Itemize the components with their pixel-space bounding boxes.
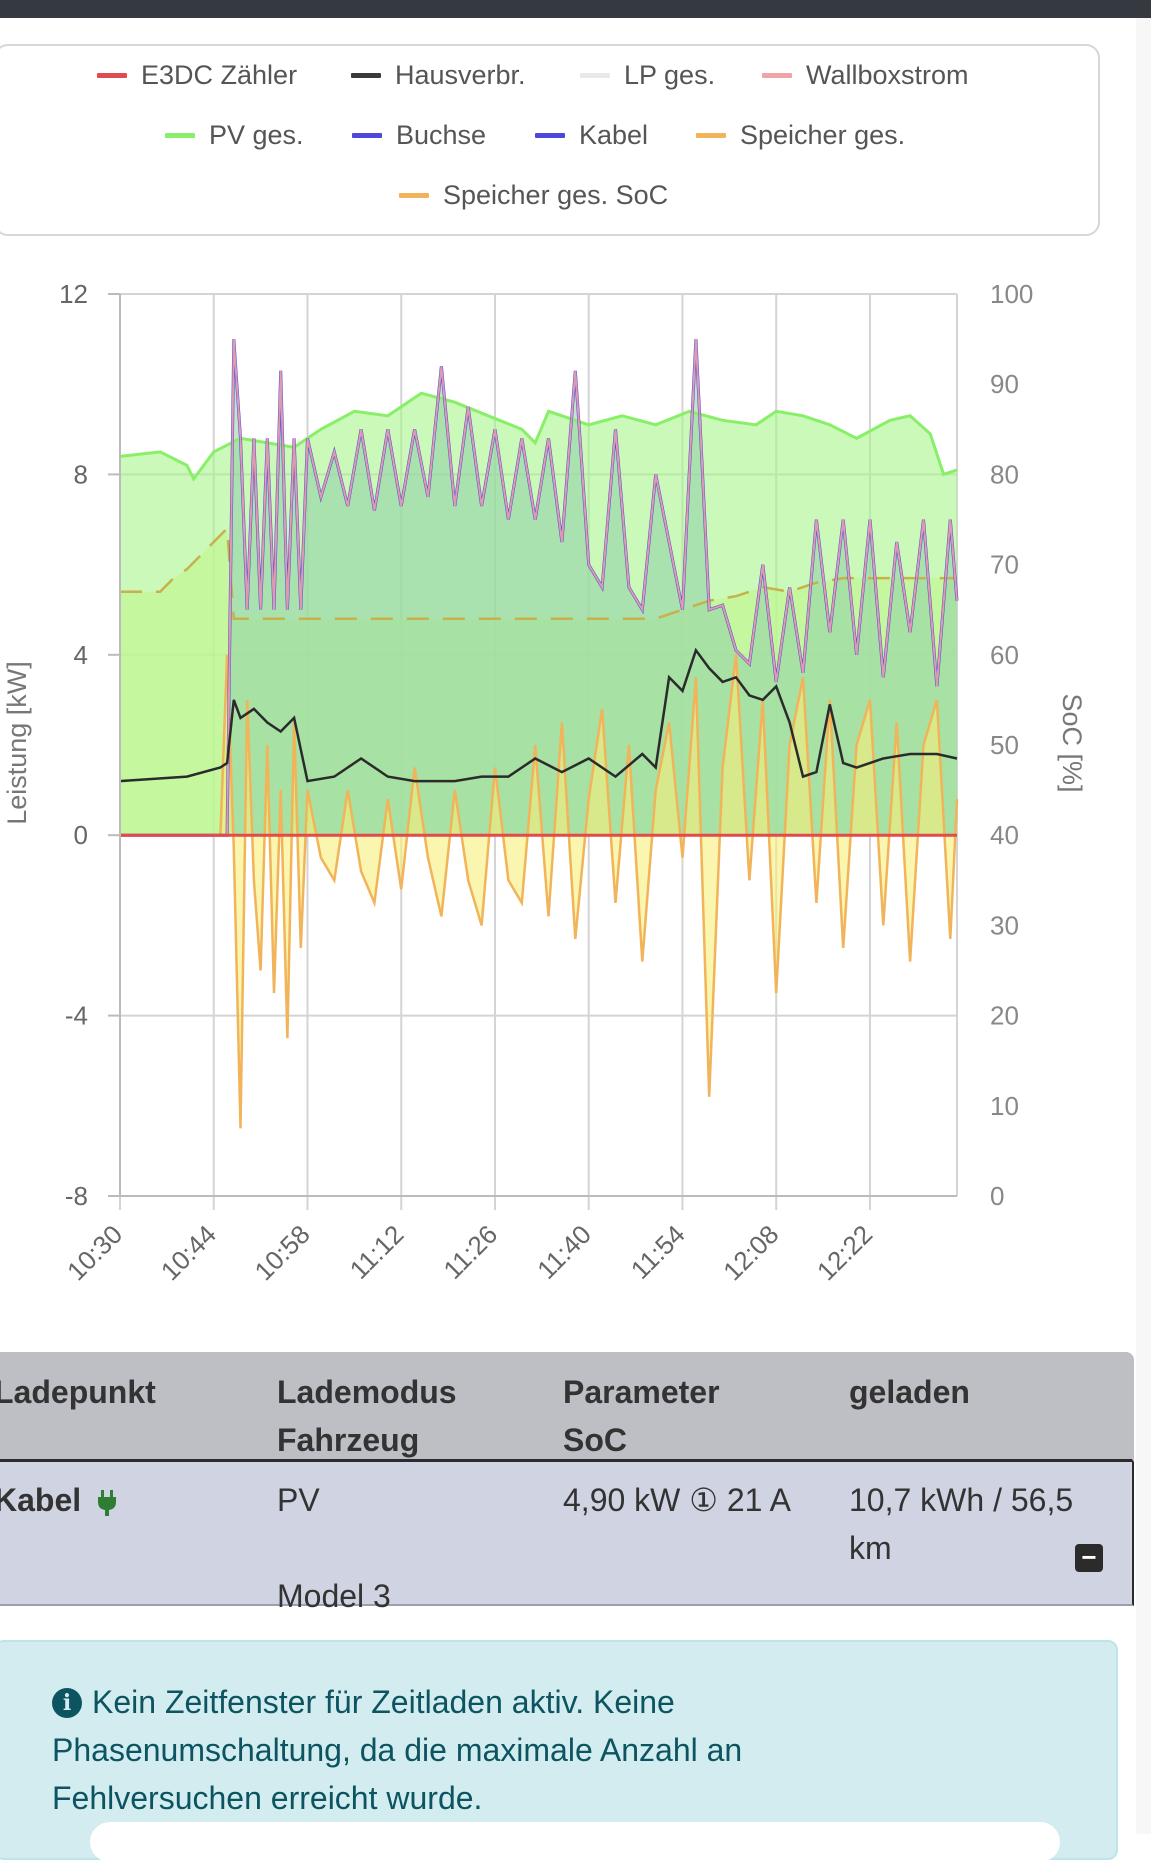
speicher-line [120, 654, 959, 1129]
geladen-unit: km [849, 1530, 892, 1566]
table-row[interactable]: Kabel PV Model 3 4,90 kW ① 21 A 10,7 kWh… [0, 1462, 1134, 1614]
header-label: Ladepunkt [0, 1374, 156, 1410]
legend-label: Kabel [579, 120, 649, 150]
y-right-tick-label: 20 [990, 1001, 1019, 1031]
y-right-tick-label: 10 [990, 1091, 1019, 1121]
header-ladepunkt: Ladepunkt [0, 1368, 156, 1416]
chart-areas [120, 339, 957, 1129]
legend-label: LP ges. [624, 60, 716, 90]
right-edge [1136, 18, 1151, 1834]
cell-ladepunkt: Kabel [0, 1476, 118, 1524]
info-line-1: Kein Zeitfenster für Zeitladen aktiv. Ke… [92, 1684, 675, 1720]
x-tick-label: 10:58 [249, 1219, 316, 1286]
y-left-tick-label: 4 [74, 640, 88, 670]
soc-line [120, 525, 957, 620]
top-bar [0, 0, 1151, 18]
legend-swatch [580, 73, 610, 78]
legend-swatch [762, 73, 792, 78]
legend-speicher-ges[interactable]: Speicher ges. [696, 120, 905, 151]
header-label: Lademodus [277, 1374, 457, 1410]
y-left-tick-label: 8 [74, 459, 88, 489]
hausverbr-line [119, 647, 958, 783]
y-right-title: SoC [%] [1057, 693, 1087, 792]
x-tick-label: 11:40 [531, 1219, 597, 1285]
legend-pv-ges[interactable]: PV ges. [165, 120, 304, 151]
header-parameter: Parameter SoC [563, 1368, 720, 1464]
header-sublabel: Fahrzeug [277, 1422, 420, 1458]
x-tick-label: 12:22 [811, 1219, 878, 1286]
cell-parameter: 4,90 kW ① 21 A [563, 1482, 791, 1518]
y-left-tick-label: 0 [74, 820, 88, 850]
header-sublabel: SoC [563, 1422, 627, 1458]
geladen-value: 10,7 kWh / 56,5 [849, 1482, 1074, 1518]
legend-swatch [351, 73, 381, 78]
y-right-tick-label: 0 [990, 1181, 1004, 1211]
info-icon: i [52, 1688, 82, 1718]
y-left-tick-label: -8 [65, 1181, 88, 1211]
legend-swatch [352, 133, 382, 138]
legend-lp-ges[interactable]: LP ges. [580, 60, 715, 91]
bottom-card-edge [90, 1822, 1060, 1862]
x-tick-label: 12:08 [717, 1219, 784, 1286]
legend-label: Buchse [396, 120, 487, 150]
legend-swatch [535, 133, 565, 138]
legend-hausverbr[interactable]: Hausverbr. [351, 60, 526, 91]
speicher-area [120, 654, 957, 1129]
header-lademodus: Lademodus Fahrzeug [277, 1368, 457, 1464]
legend-label: Wallboxstrom [806, 60, 969, 90]
charge-point-table: Ladepunkt Lademodus Fahrzeug Parameter S… [0, 1352, 1134, 1614]
legend-label: Speicher ges. SoC [443, 180, 669, 210]
y-right-tick-label: 90 [990, 369, 1019, 399]
y-left-tick-label: -4 [65, 1001, 88, 1031]
y-right-tick-label: 60 [990, 640, 1019, 670]
y-right-tick-label: 70 [990, 550, 1019, 580]
legend-label: PV ges. [209, 120, 304, 150]
x-tick-label: 11:12 [344, 1219, 410, 1285]
y-left-tick-label: 12 [59, 279, 88, 309]
cell-fahrzeug: Model 3 [277, 1578, 391, 1614]
header-label: geladen [849, 1374, 970, 1410]
x-tick-label: 11:54 [625, 1219, 691, 1285]
x-tick-label: 10:44 [155, 1219, 222, 1286]
cell-lademodus: PV [277, 1482, 320, 1518]
legend-label: Speicher ges. [740, 120, 906, 150]
y-left-title: Leistung [kW] [2, 661, 32, 825]
wallboxstrom-line [120, 339, 958, 837]
ladepunkt-name: Kabel [0, 1482, 82, 1518]
legend-swatch [696, 133, 726, 138]
cell-geladen: 10,7 kWh / 56,5 km [849, 1476, 1073, 1572]
header-geladen: geladen [849, 1368, 970, 1416]
y-right-tick-label: 50 [990, 730, 1019, 760]
table-header: Ladepunkt Lademodus Fahrzeug Parameter S… [0, 1352, 1134, 1462]
collapse-button[interactable]: − [1075, 1544, 1103, 1572]
y-right-tick-label: 80 [990, 459, 1019, 489]
chart-lines [119, 338, 959, 1129]
y-right-tick-label: 30 [990, 910, 1019, 940]
y-right-tick-label: 40 [990, 820, 1019, 850]
info-message: i Kein Zeitfenster für Zeitladen aktiv. K… [52, 1678, 1052, 1822]
legend-speicher-soc[interactable]: Speicher ges. SoC [399, 180, 668, 211]
legend-swatch [97, 73, 127, 78]
y-right-tick-label: 100 [990, 279, 1033, 309]
legend-swatch [165, 133, 195, 138]
legend-wallboxstrom[interactable]: Wallboxstrom [762, 60, 969, 91]
legend-label: Hausverbr. [395, 60, 526, 90]
wallbox-area [120, 339, 957, 836]
legend-label: E3DC Zähler [141, 60, 298, 90]
legend-swatch [399, 193, 429, 198]
minus-icon: − [1081, 1542, 1097, 1572]
info-line-3: Fehlversuchen erreicht wurde. [52, 1780, 483, 1816]
x-tick-label: 11:26 [437, 1219, 503, 1285]
info-line-2: Phasenumschaltung, da die maximale Anzah… [52, 1732, 743, 1768]
legend-kabel[interactable]: Kabel [535, 120, 648, 151]
legend-e3dc[interactable]: E3DC Zähler [97, 60, 297, 91]
chart-legend: E3DC Zähler Hausverbr. LP ges. Wallboxst… [0, 44, 1100, 236]
x-tick-label: 10:30 [61, 1219, 128, 1286]
plug-icon [98, 1489, 117, 1516]
legend-buchse[interactable]: Buchse [352, 120, 486, 151]
header-label: Parameter [563, 1374, 720, 1410]
